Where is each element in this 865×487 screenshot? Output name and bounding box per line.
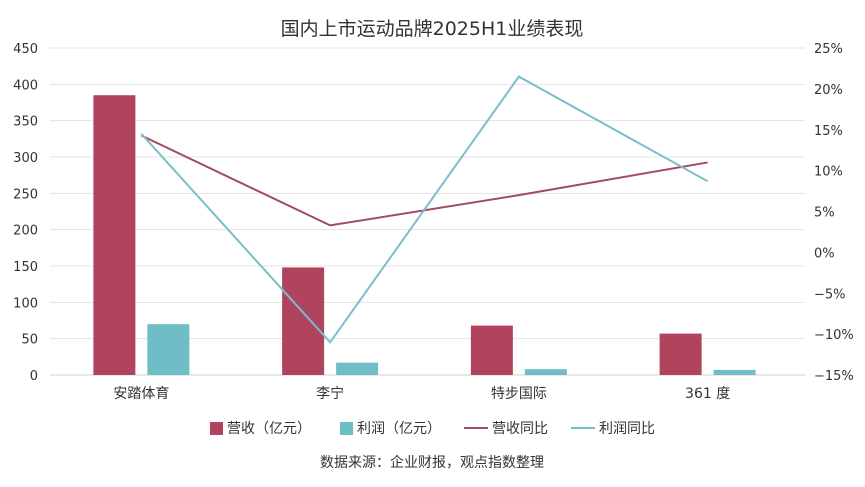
left-axis: 0 50 100 150 200 250 300 350 400 450 [13,42,38,384]
legend-label: 利润同比 [599,421,655,437]
category-label: 安踏体育 [113,386,169,402]
bar [336,362,379,375]
left-tick-label: 300 [13,151,38,166]
source-note: 数据来源：企业财报，观点指数整理 [320,454,544,471]
legend-swatch [340,422,353,435]
right-tick-label: −5% [814,287,846,302]
left-tick-label: 350 [13,115,38,130]
left-tick-label: 150 [13,260,38,275]
bar [282,267,325,375]
category-labels: 安踏体育 李宁 特步国际 361 度 [113,385,730,402]
chart-title: 国内上市运动品牌2025H1业绩表现 [281,18,584,40]
right-tick-label: −15% [814,369,854,384]
left-tick-label: 50 [21,333,38,348]
category-label: 361 度 [685,386,730,402]
series-line [140,134,708,227]
category-label: 李宁 [316,385,344,402]
left-tick-label: 200 [13,224,38,239]
legend-label: 利润（亿元） [357,421,441,437]
left-tick-label: 100 [13,296,38,311]
right-tick-label: 0% [814,246,835,261]
series-line [140,75,709,344]
left-tick-label: 250 [13,187,38,202]
bar [93,95,136,375]
bar [659,333,702,375]
left-tick-label: 400 [13,78,38,93]
left-tick-label: 0 [30,369,38,384]
legend-swatch [210,422,223,435]
right-tick-label: 25% [814,42,843,57]
grid-lines [50,47,805,340]
category-label: 特步国际 [491,386,547,402]
legend-label: 营收同比 [492,421,548,437]
legend-label: 营收（亿元） [227,421,311,437]
bar [524,369,567,375]
left-tick-label: 450 [13,42,38,57]
series-lines [140,75,709,344]
bar [147,324,190,375]
bars [93,95,756,375]
legend: 营收（亿元） 利润（亿元） 营收同比 利润同比 [210,421,655,437]
bar [470,325,513,375]
right-axis: −15% −10% −5% 0% 5% 10% 15% 20% 25% [814,42,854,384]
right-tick-label: 15% [814,124,843,139]
right-tick-label: 20% [814,83,843,98]
right-tick-label: 5% [814,206,835,221]
right-tick-label: 10% [814,165,843,180]
bar [713,369,756,375]
right-tick-label: −10% [814,328,854,343]
